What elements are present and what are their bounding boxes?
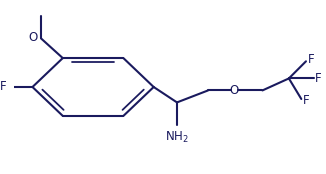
Text: NH$_2$: NH$_2$ [165,130,189,145]
Text: F: F [303,94,309,107]
Text: F: F [0,81,7,93]
Text: O: O [230,84,239,97]
Text: F: F [307,53,314,66]
Text: F: F [315,72,322,85]
Text: O: O [28,31,37,44]
